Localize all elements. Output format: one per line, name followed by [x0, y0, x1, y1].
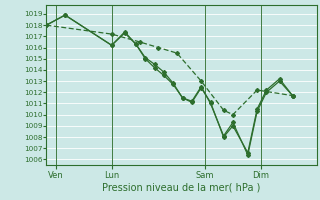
- X-axis label: Pression niveau de la mer( hPa ): Pression niveau de la mer( hPa ): [102, 182, 261, 192]
